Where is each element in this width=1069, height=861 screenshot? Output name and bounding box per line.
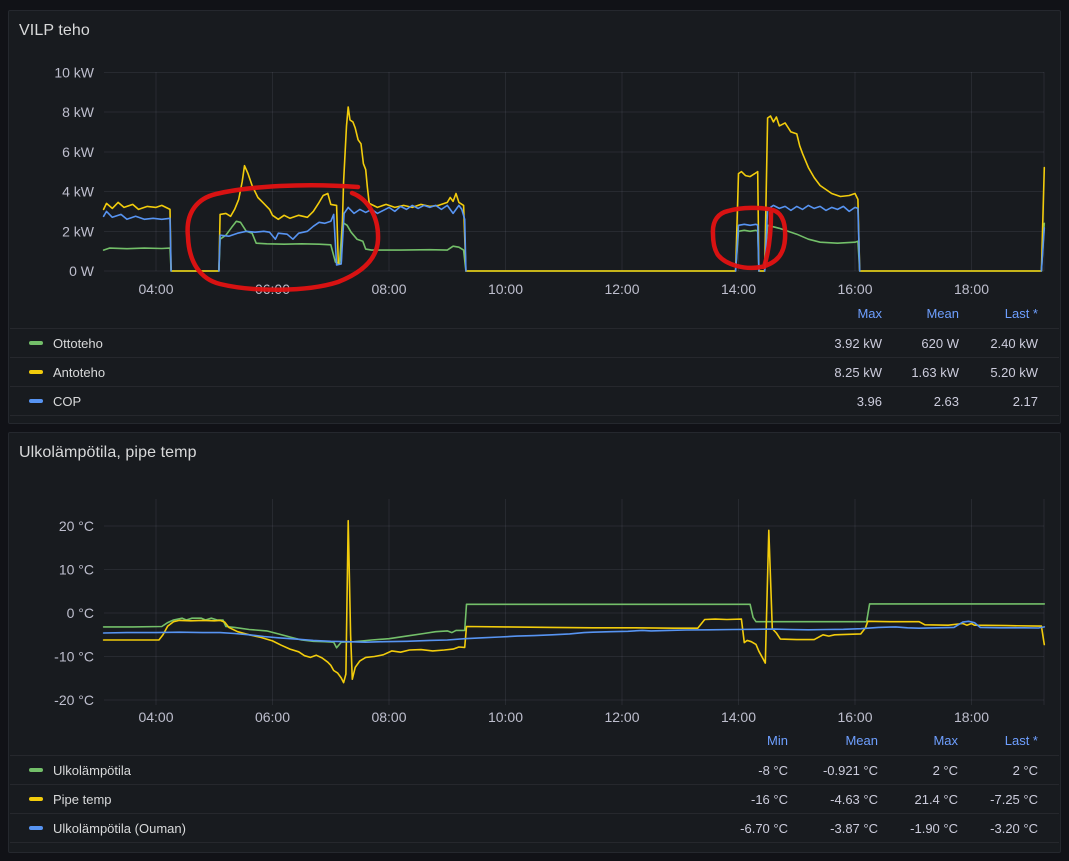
- x-axis-tick-label: 04:00: [138, 709, 173, 725]
- series-color-marker: [29, 768, 43, 772]
- y-axis-tick-label: 4 kW: [62, 184, 95, 200]
- legend-series-label: Ottoteho: [53, 335, 103, 351]
- series-line-ottoteho: [102, 220, 1046, 272]
- panel-title[interactable]: VILP teho: [19, 22, 90, 39]
- x-axis-tick-label: 10:00: [488, 709, 523, 725]
- legend-series-label: Antoteho: [53, 364, 106, 380]
- panel-ulkolampotila-pipe-temp: Ulkolämpötila, pipe temp -20 °C -10 °C 0 °…: [8, 432, 1061, 853]
- y-axis-tick-label: 20 °C: [59, 518, 94, 534]
- legend-series-cop[interactable]: COP: [29, 394, 792, 409]
- legend-row: Ottoteho 3.92 kW 620 W 2.40 kW: [10, 328, 1059, 357]
- legend-table-vilp: Max Mean Last * Ottoteho 3.92 kW 620 W 2.40 kW…: [10, 298, 1059, 416]
- legend-stat-value: 2 °C: [932, 762, 958, 778]
- legend-column-last-[interactable]: Last *: [1004, 305, 1038, 321]
- legend-series-label: COP: [53, 393, 82, 409]
- legend-stat-value: 8.25 kW: [834, 364, 882, 380]
- legend-series-ottoteho[interactable]: Ottoteho: [29, 336, 792, 351]
- legend-stat-value: 5.20 kW: [990, 364, 1038, 380]
- legend-stat-value: -6.70 °C: [740, 820, 788, 836]
- series-color-marker: [29, 341, 43, 345]
- legend-series-label: Pipe temp: [53, 791, 112, 807]
- y-axis-tick-label: 2 kW: [62, 223, 95, 239]
- series-color-marker: [29, 826, 43, 830]
- x-axis-tick-label: 04:00: [138, 281, 173, 297]
- legend-stat-value: 2.63: [933, 393, 959, 409]
- y-axis-tick-label: 10 °C: [59, 561, 94, 577]
- y-axis-tick-label: -20 °C: [54, 692, 94, 708]
- series-color-marker: [29, 399, 43, 403]
- legend-stat-value: -3.87 °C: [830, 820, 878, 836]
- legend-row: Ulkolämpötila (Ouman) -6.70 °C -3.87 °C -1.…: [10, 813, 1059, 842]
- x-axis-tick-label: 12:00: [604, 281, 639, 297]
- legend-stat-value: 1.63 kW: [911, 364, 959, 380]
- legend-stat-value: -0.921 °C: [822, 762, 878, 778]
- red-circle-annotation-1: [185, 183, 381, 293]
- legend-row: Ulkolämpötila -8 °C -0.921 °C 2 °C 2 °C: [10, 755, 1059, 784]
- legend-column-last-[interactable]: Last *: [1004, 732, 1038, 748]
- panel-title[interactable]: Ulkolämpötila, pipe temp: [19, 444, 197, 461]
- legend-series-ulkol-mp-tila[interactable]: Ulkolämpötila: [29, 763, 698, 778]
- legend-stat-value: -1.90 °C: [910, 820, 958, 836]
- y-axis-tick-label: 10 kW: [54, 64, 94, 80]
- series-line-antoteho: [102, 106, 1046, 272]
- legend-stat-value: 2.40 kW: [990, 335, 1038, 351]
- legend-series-label: Ulkolämpötila: [53, 762, 132, 778]
- x-axis-tick-label: 12:00: [604, 709, 639, 725]
- grid-lines: [104, 499, 1045, 705]
- grid-lines: [104, 71, 1045, 272]
- legend-column-max[interactable]: Max: [933, 732, 958, 748]
- y-axis-tick-label: 8 kW: [62, 104, 95, 120]
- legend-table-temp: Min Mean Max Last * Ulkolämpötila -8 °C -0.921…: [10, 725, 1059, 843]
- x-axis-tick-label: 14:00: [721, 281, 756, 297]
- legend-stat-value: 3.92 kW: [834, 335, 882, 351]
- red-circle-annotation-2: [710, 205, 788, 271]
- legend-stat-value: -16 °C: [751, 791, 788, 807]
- legend-row: Antoteho 8.25 kW 1.63 kW 5.20 kW: [10, 357, 1059, 386]
- series-color-marker: [29, 370, 43, 374]
- x-axis-tick-label: 08:00: [371, 709, 406, 725]
- legend-series-label: Ulkolämpötila (Ouman): [53, 820, 186, 836]
- legend-header-row: Max Mean Last *: [10, 298, 1059, 328]
- legend-stat-value: 21.4 °C: [914, 791, 958, 807]
- legend-stat-value: -8 °C: [758, 762, 788, 778]
- legend-stat-value: -4.63 °C: [830, 791, 878, 807]
- legend-column-max[interactable]: Max: [857, 305, 882, 321]
- legend-row: COP 3.96 2.63 2.17: [10, 386, 1059, 415]
- x-axis-tick-label: 08:00: [371, 281, 406, 297]
- series-line-ulkol-mp-tila: [102, 603, 1046, 649]
- legend-column-min[interactable]: Min: [767, 732, 788, 748]
- y-axis-tick-label: -10 °C: [54, 649, 94, 665]
- legend-stat-value: 620 W: [921, 335, 959, 351]
- legend-stat-value: -7.25 °C: [990, 791, 1038, 807]
- legend-series-antoteho[interactable]: Antoteho: [29, 365, 792, 380]
- series-line-cop: [102, 204, 1046, 272]
- x-axis-tick-label: 10:00: [488, 281, 523, 297]
- y-axis-tick-label: 0 °C: [67, 605, 94, 621]
- legend-header-row: Min Mean Max Last *: [10, 725, 1059, 755]
- legend-stat-value: 3.96: [856, 393, 882, 409]
- legend-column-mean[interactable]: Mean: [845, 732, 878, 748]
- legend-stat-value: -3.20 °C: [990, 820, 1038, 836]
- y-axis-tick-label: 6 kW: [62, 144, 95, 160]
- x-axis-tick-label: 18:00: [954, 281, 989, 297]
- x-axis-tick-label: 16:00: [837, 709, 872, 725]
- legend-column-mean[interactable]: Mean: [926, 305, 959, 321]
- x-axis-tick-label: 18:00: [954, 709, 989, 725]
- x-axis-tick-label: 14:00: [721, 709, 756, 725]
- series-color-marker: [29, 797, 43, 801]
- x-axis-tick-label: 06:00: [255, 709, 290, 725]
- legend-stat-value: 2 °C: [1012, 762, 1038, 778]
- temperature-chart[interactable]: -20 °C -10 °C 0 °C 10 °C 20 °C 04:00 06:00 08:0…: [9, 433, 1060, 725]
- legend-series-pipe-temp[interactable]: Pipe temp: [29, 792, 698, 807]
- legend-stat-value: 2.17: [1012, 393, 1038, 409]
- series-line-ulkol-mp-tila-ouman-: [102, 620, 1046, 643]
- y-axis-tick-label: 0 W: [69, 263, 95, 279]
- series-line-pipe-temp: [102, 519, 1046, 684]
- x-axis-tick-label: 16:00: [837, 281, 872, 297]
- legend-row: Pipe temp -16 °C -4.63 °C 21.4 °C -7.25 °C: [10, 784, 1059, 813]
- panel-vilp-teho: VILP teho 0 W 2 kW 4 kW 6 kW 8 kW 10 kW 04:00 0…: [8, 10, 1061, 424]
- legend-series-ulkol-mp-tila-ouman-[interactable]: Ulkolämpötila (Ouman): [29, 821, 698, 836]
